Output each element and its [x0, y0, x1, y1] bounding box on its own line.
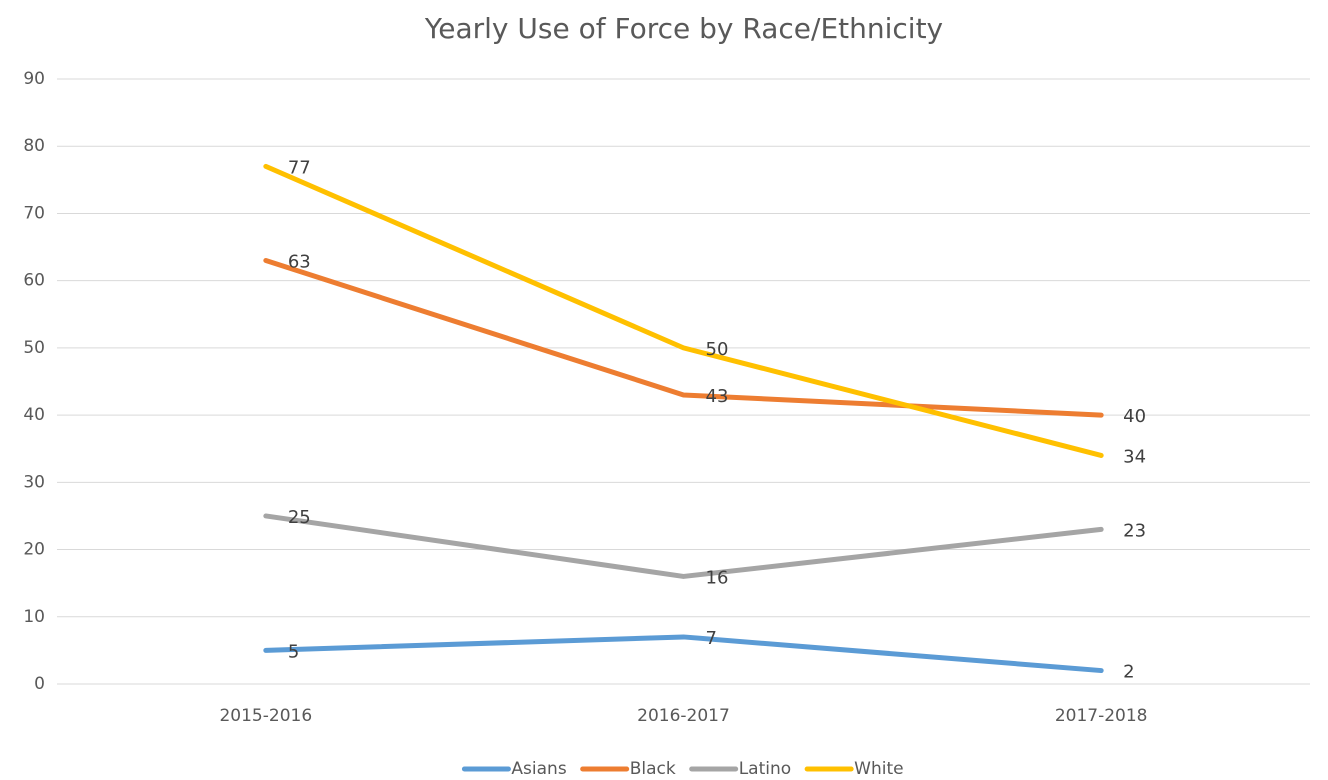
- data-label: 40: [1123, 406, 1146, 427]
- y-tick-label: 0: [34, 674, 45, 694]
- series-line: [263, 163, 1104, 458]
- legend-label: Black: [630, 759, 676, 779]
- data-label: 50: [706, 339, 729, 360]
- y-tick-label: 40: [23, 405, 45, 425]
- data-label: 23: [1123, 520, 1146, 541]
- y-tick-label: 20: [23, 540, 45, 560]
- data-label: 43: [706, 386, 729, 407]
- legend-label: Latino: [739, 759, 791, 779]
- data-label: 34: [1123, 446, 1146, 467]
- legend-label: Asians: [511, 759, 566, 779]
- x-tick-label: 2016-2017: [637, 706, 730, 726]
- data-label: 16: [706, 567, 729, 588]
- x-tick-label: 2017-2018: [1055, 706, 1148, 726]
- x-tick-label: 2015-2016: [219, 706, 312, 726]
- data-label: 5: [288, 641, 299, 662]
- data-label: 25: [288, 507, 311, 528]
- y-tick-label: 60: [23, 271, 45, 291]
- y-tick-label: 70: [23, 203, 45, 223]
- data-label: 63: [288, 252, 311, 273]
- series-line: [263, 513, 1104, 579]
- series-line: [263, 634, 1104, 674]
- legend-label: White: [854, 759, 903, 779]
- data-label: 7: [706, 628, 717, 649]
- chart-title: Yearly Use of Force by Race/Ethnicity: [424, 12, 943, 45]
- data-label: 77: [288, 157, 311, 178]
- y-tick-label: 50: [23, 338, 45, 358]
- y-tick-label: 30: [23, 472, 45, 492]
- data-label: 2: [1123, 662, 1134, 683]
- y-tick-label: 10: [23, 607, 45, 627]
- y-tick-label: 80: [23, 136, 45, 156]
- series-line: [263, 258, 1104, 418]
- legend: Asians Black Latino White: [461, 759, 904, 779]
- y-tick-label: 90: [23, 69, 45, 89]
